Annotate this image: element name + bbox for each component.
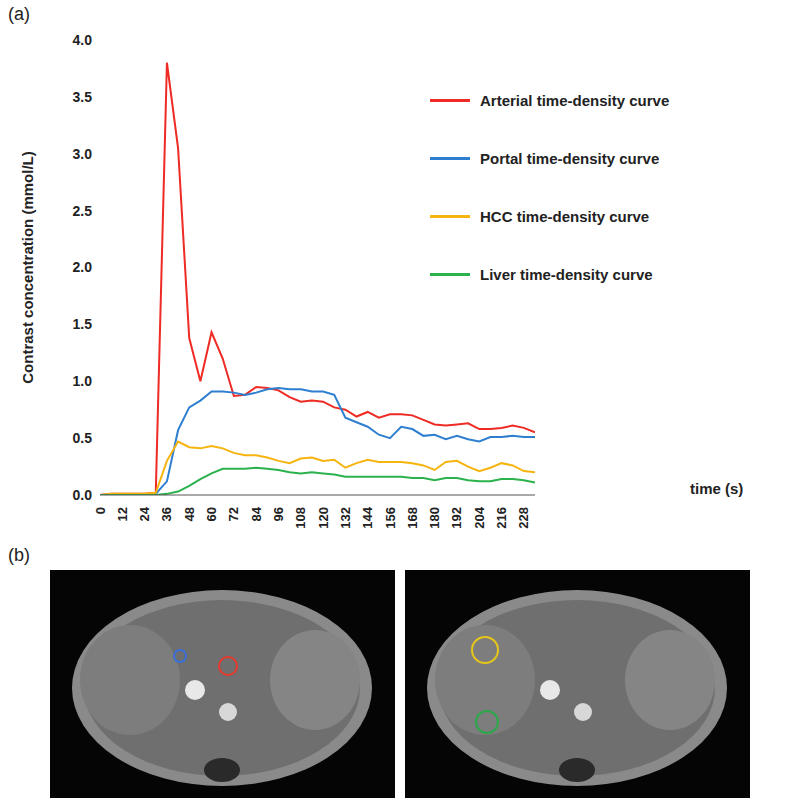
svg-text:144: 144	[360, 506, 375, 528]
svg-text:156: 156	[383, 507, 398, 529]
html-text:(b): (b)	[8, 545, 30, 565]
svg-text:132: 132	[338, 507, 353, 529]
svg-text:24: 24	[137, 506, 152, 521]
html-text:(a): (a)	[8, 4, 30, 24]
svg-text:204: 204	[472, 506, 487, 528]
svg-text:168: 168	[405, 507, 420, 529]
svg-text:120: 120	[316, 507, 331, 529]
html-text:Arterial time-density curve: Arterial time-density curve	[480, 91, 670, 109]
svg-text:3.5: 3.5	[73, 89, 93, 105]
svg-text:72: 72	[226, 507, 241, 521]
svg-text:4.0: 4.0	[73, 32, 93, 48]
svg-text:216: 216	[494, 507, 509, 529]
svg-text:192: 192	[449, 507, 464, 529]
svg-text:108: 108	[293, 507, 308, 529]
svg-text:228: 228	[516, 507, 531, 529]
html-text:time (s): time (s)	[690, 480, 744, 497]
svg-text:2.0: 2.0	[73, 259, 93, 275]
html-text:HCC time-density curve: HCC time-density curve	[480, 207, 650, 225]
svg-text:Contrast concentration (mmol/L: Contrast concentration (mmol/L)	[19, 151, 36, 384]
svg-text:60: 60	[204, 507, 219, 521]
svg-text:3.0: 3.0	[73, 146, 93, 162]
svg-text:36: 36	[159, 507, 174, 521]
svg-text:1.5: 1.5	[73, 316, 93, 332]
svg-text:180: 180	[427, 507, 442, 529]
svg-text:2.5: 2.5	[73, 203, 93, 219]
html-text:Liver time-density curve: Liver time-density curve	[480, 265, 653, 283]
svg-text:0.0: 0.0	[73, 487, 93, 503]
html-text:Portal time-density curve: Portal time-density curve	[480, 149, 660, 167]
svg-text:1.0: 1.0	[73, 373, 93, 389]
svg-text:12: 12	[115, 507, 130, 521]
svg-text:96: 96	[271, 507, 286, 521]
svg-text:0: 0	[93, 507, 108, 514]
svg-text:0.5: 0.5	[73, 430, 93, 446]
svg-text:84: 84	[249, 506, 264, 521]
svg-text:48: 48	[182, 507, 197, 521]
